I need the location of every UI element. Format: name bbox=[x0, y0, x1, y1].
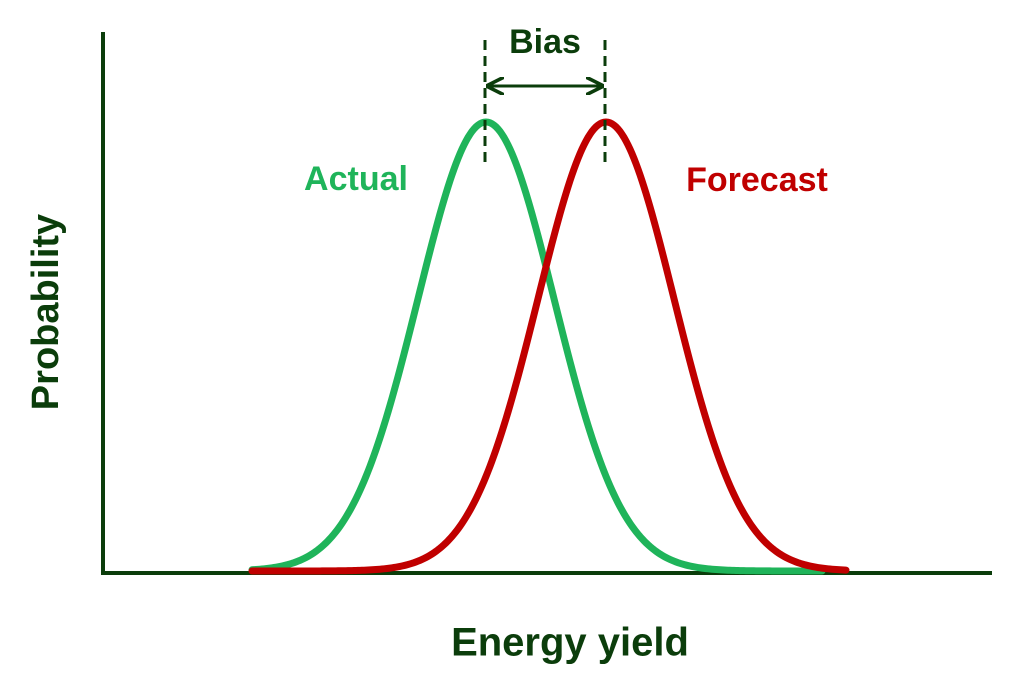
x-axis-label: Energy yield bbox=[451, 621, 689, 665]
forecast-curve bbox=[248, 118, 850, 575]
y-axis-label: Probability bbox=[25, 214, 67, 410]
actual-curve bbox=[248, 118, 826, 575]
bias-label: Bias bbox=[509, 23, 581, 61]
forecast-label: Forecast bbox=[686, 161, 828, 199]
actual-label: Actual bbox=[304, 160, 408, 198]
